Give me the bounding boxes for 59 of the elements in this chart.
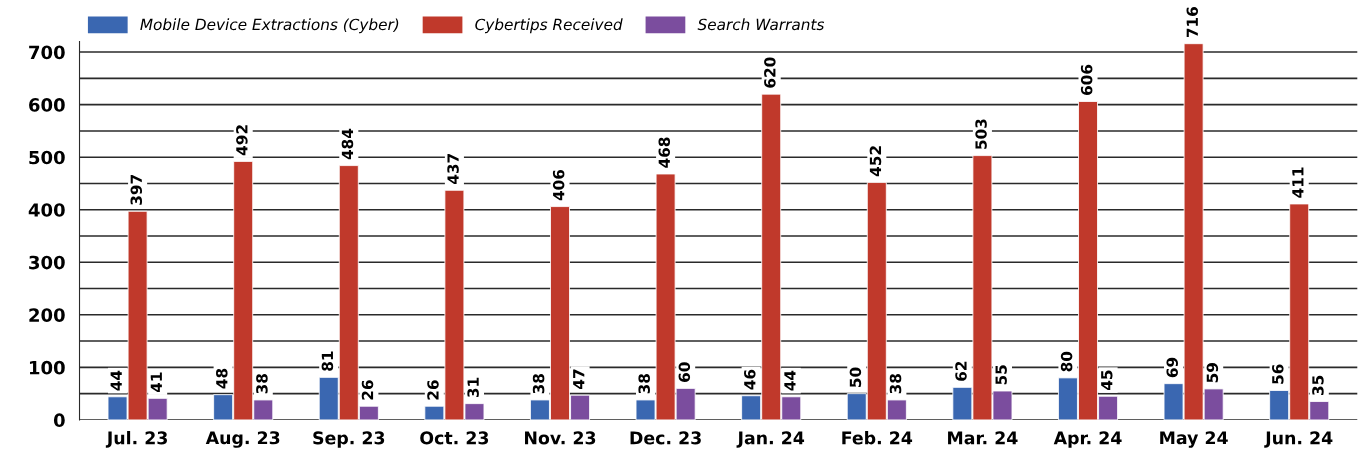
data-label: 484: [341, 128, 354, 160]
y-tick-label: 200: [29, 308, 65, 322]
data-label: 38: [889, 374, 902, 394]
data-label: 80: [1060, 351, 1073, 372]
data-label: 62: [955, 361, 967, 381]
data-label: 31: [467, 377, 479, 398]
data-label: 60: [678, 362, 691, 382]
y-tick-label: 300: [29, 255, 65, 270]
y-tick-label: 100: [29, 360, 65, 375]
data-label: 38: [638, 374, 650, 394]
data-label: 56: [1272, 364, 1284, 384]
data-label: 452: [869, 146, 882, 177]
data-label: 620: [764, 57, 776, 88]
x-tick-label: Aug. 23: [205, 431, 280, 448]
data-label: 69: [1166, 357, 1178, 378]
data-label: 46: [744, 369, 756, 390]
legend-label: Mobile Device Extractions (Cyber): [140, 18, 399, 34]
x-tick-label: Jan. 24: [736, 431, 805, 448]
data-label: 492: [236, 125, 248, 156]
x-tick-label: Jul. 23: [105, 431, 167, 448]
data-label: 50: [849, 367, 862, 387]
data-label: 716: [1186, 7, 1199, 38]
data-label: 59: [1206, 363, 1219, 383]
data-label: 606: [1080, 64, 1093, 95]
data-label: 44: [784, 370, 796, 391]
data-label: 411: [1292, 167, 1304, 198]
data-label: 38: [532, 374, 545, 394]
x-tick-label: Jun. 24: [1264, 431, 1333, 448]
data-label: 48: [216, 368, 228, 389]
legend-label: Search Warrants: [697, 18, 825, 31]
data-label: 397: [130, 175, 143, 205]
data-label: 45: [1101, 370, 1113, 391]
legend-label: Cybertips Received: [475, 18, 623, 34]
data-label: 437: [447, 154, 459, 185]
data-label: 468: [658, 137, 671, 168]
data-label: 44: [110, 370, 122, 391]
data-label: 26: [361, 380, 374, 400]
y-tick-label: 400: [28, 203, 65, 217]
x-tick-label: Feb. 24: [842, 431, 913, 445]
data-label: 38: [256, 374, 268, 394]
data-label: 81: [321, 351, 334, 371]
x-tick-label: Sep. 23: [313, 431, 385, 448]
y-tick-label: 500: [29, 150, 65, 165]
data-label: 41: [150, 372, 162, 393]
x-tick-label: Apr. 24: [1053, 431, 1122, 448]
x-tick-label: Nov. 23: [525, 431, 596, 445]
data-label: 35: [1312, 375, 1324, 395]
y-tick-label: 0: [53, 413, 65, 428]
x-tick-label: Dec. 23: [630, 431, 701, 445]
data-label: 503: [975, 119, 987, 149]
y-tick-label: 600: [29, 98, 65, 112]
x-tick-label: Oct. 23: [420, 431, 489, 445]
data-label: 55: [995, 365, 1007, 385]
x-tick-label: Mar. 24: [948, 431, 1018, 445]
y-tick-label: 700: [29, 45, 65, 60]
data-label: 406: [552, 169, 565, 201]
data-label: 47: [573, 369, 585, 389]
data-label: 26: [427, 380, 439, 400]
x-tick-label: May 24: [1160, 431, 1228, 448]
